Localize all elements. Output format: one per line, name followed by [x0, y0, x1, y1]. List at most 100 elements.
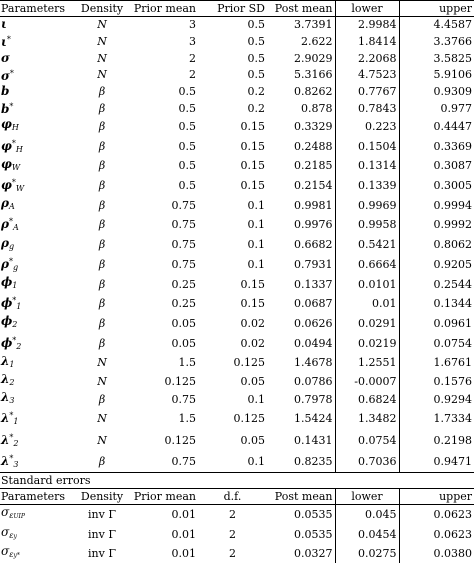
- upper-cell: 0.3369: [398, 135, 474, 157]
- parameter-base: φ: [1, 156, 12, 171]
- parameter-base: λ: [1, 353, 10, 368]
- lower-cell: 0.045: [334, 504, 399, 525]
- parameter-base: ρ: [1, 256, 9, 271]
- subscript-subsubscript: y*: [13, 551, 20, 559]
- parameter-symbol: ϕ*1: [0, 293, 74, 314]
- table-row: ρg β 0.75 0.1 0.6682 0.5421 0.8062: [0, 235, 474, 254]
- prior-mean-cell: 0.5: [178, 159, 197, 173]
- upper-cell: 0.3005: [398, 175, 474, 197]
- parameter-base: λ: [1, 390, 10, 405]
- parameter-base: λ: [1, 411, 10, 426]
- parameter-base: σ: [1, 68, 10, 83]
- table-row: λ3 β 0.75 0.1 0.7978 0.6824 0.9294: [0, 390, 474, 409]
- parameter-base: σ: [1, 505, 10, 520]
- post-mean-cell: 0.0535: [294, 508, 333, 522]
- parameter-subscript: εUIP: [9, 511, 25, 520]
- upper-cell: 0.1344: [398, 293, 474, 315]
- parameter-symbol: λ1: [0, 354, 74, 372]
- parameter-subscript: g: [8, 241, 15, 251]
- table-row: λ*2 N 0.125 0.05 0.1431 0.0754 0.2198: [0, 429, 474, 451]
- parameter-base: φ: [1, 117, 12, 132]
- prior-mean-cell: 1.5: [178, 412, 197, 426]
- prior-mean-cell: 1.5: [178, 356, 197, 370]
- parameter-subscript: W: [15, 184, 25, 194]
- prior-mean-cell: 0.5: [178, 85, 197, 99]
- lower-cell: 0.0454: [334, 524, 399, 544]
- parameter-subscript: H: [15, 144, 23, 154]
- density-cell: β: [98, 179, 106, 193]
- parameter-subscript: 3: [13, 459, 19, 469]
- prior-sd-cell: 0.1: [247, 198, 266, 212]
- parameter-base: b: [1, 102, 10, 117]
- parameter-base: σ: [1, 50, 10, 65]
- table-row: σ N 2 0.5 2.9029 2.2068 3.5825: [0, 50, 474, 66]
- density-cell: N: [97, 51, 107, 65]
- parameter-subscript: A: [8, 202, 15, 212]
- parameter-subscript: 1: [12, 281, 18, 291]
- prior-sd-cell: 0.2: [247, 85, 266, 99]
- prior-sd-cell: 0.1: [247, 218, 266, 232]
- table-row: ϕ*2 β 0.05 0.02 0.0494 0.0219 0.0754: [0, 332, 474, 354]
- prior-sd-cell: 0.5: [247, 51, 266, 65]
- parameter-subscript: H: [11, 123, 19, 133]
- density-cell: β: [98, 85, 106, 99]
- table-row: ι* N 3 0.5 2.622 1.8414 3.3766: [0, 32, 474, 51]
- prior-mean-cell: 3: [189, 18, 196, 32]
- post-mean-cell: 5.3166: [294, 68, 333, 82]
- subscript-subsubscript: UIP: [13, 513, 25, 521]
- parameter-symbol: λ*2: [0, 430, 74, 451]
- parameter-base: φ: [1, 138, 12, 153]
- lower-cell: 0.5421: [334, 235, 399, 254]
- post-mean-cell: 2.622: [301, 34, 333, 48]
- prior-sd-cell: 0.125: [233, 412, 266, 426]
- post-mean-cell: 0.2488: [294, 139, 333, 153]
- lower-cell: 0.9969: [334, 196, 399, 215]
- density-cell: N: [97, 18, 107, 32]
- prior-sd-cell: 0.15: [240, 119, 266, 133]
- upper-cell: 0.1576: [398, 372, 474, 391]
- density-cell: N: [97, 34, 107, 48]
- parameter-subscript: A: [12, 223, 19, 233]
- parameter-star: *: [9, 411, 14, 421]
- parameter-symbol: λ2: [0, 372, 74, 390]
- prior-sd-cell: 0.02: [240, 316, 266, 330]
- prior-mean-cell: 0.05: [171, 336, 197, 350]
- post-mean-cell: 3.7391: [294, 18, 333, 32]
- post-mean-cell: 0.2154: [294, 179, 333, 193]
- parameter-base: ι: [1, 17, 7, 32]
- parameter-subscript: εy: [9, 531, 17, 540]
- post-mean-cell: 2.9029: [294, 51, 333, 65]
- lower-cell: 0.7767: [334, 84, 399, 100]
- prior-sd-cell: 0.5: [247, 18, 266, 32]
- post-mean-cell: 0.0626: [294, 316, 333, 330]
- header2-upper: upper: [398, 488, 474, 506]
- parameter-symbol: φ*W: [0, 175, 74, 196]
- prior-mean-cell: 0.75: [171, 257, 197, 271]
- upper-cell: 0.0623: [398, 504, 474, 525]
- upper-cell: 0.0380: [398, 543, 474, 563]
- post-mean-cell: 0.0786: [294, 374, 333, 388]
- section-title-row: Standard errors: [0, 472, 474, 489]
- post-mean-cell: 0.8235: [294, 454, 333, 468]
- table-row: b β 0.5 0.2 0.8262 0.7767 0.9309: [0, 84, 474, 100]
- post-mean-cell: 0.7931: [294, 257, 333, 271]
- lower-cell: 0.0291: [334, 314, 399, 333]
- prior-mean-cell: 0.5: [178, 101, 197, 115]
- upper-cell: 0.2544: [398, 275, 474, 294]
- parameter-symbol: ϕ*2: [0, 333, 74, 354]
- parameter-base: σ: [1, 543, 10, 558]
- lower-cell: 0.0219: [334, 332, 399, 354]
- parameter-star: *: [9, 68, 14, 78]
- parameter-symbol: σ*: [0, 66, 74, 84]
- post-mean-cell: 0.0327: [294, 546, 333, 560]
- lower-cell: 0.7036: [334, 450, 399, 473]
- post-mean-cell: 0.8262: [294, 85, 333, 99]
- prior-sd-cell: 0.15: [240, 277, 266, 291]
- table-row: λ1 N 1.5 0.125 1.4678 1.2551 1.6761: [0, 353, 474, 373]
- prior-sd-cell: 0.125: [233, 356, 266, 370]
- prior-mean-cell: 0.75: [171, 454, 197, 468]
- post-mean-cell: 0.7978: [294, 392, 333, 406]
- table-row: φW β 0.5 0.15 0.2185 0.1314 0.3087: [0, 156, 474, 176]
- parameter-symbol: ρg: [0, 236, 74, 254]
